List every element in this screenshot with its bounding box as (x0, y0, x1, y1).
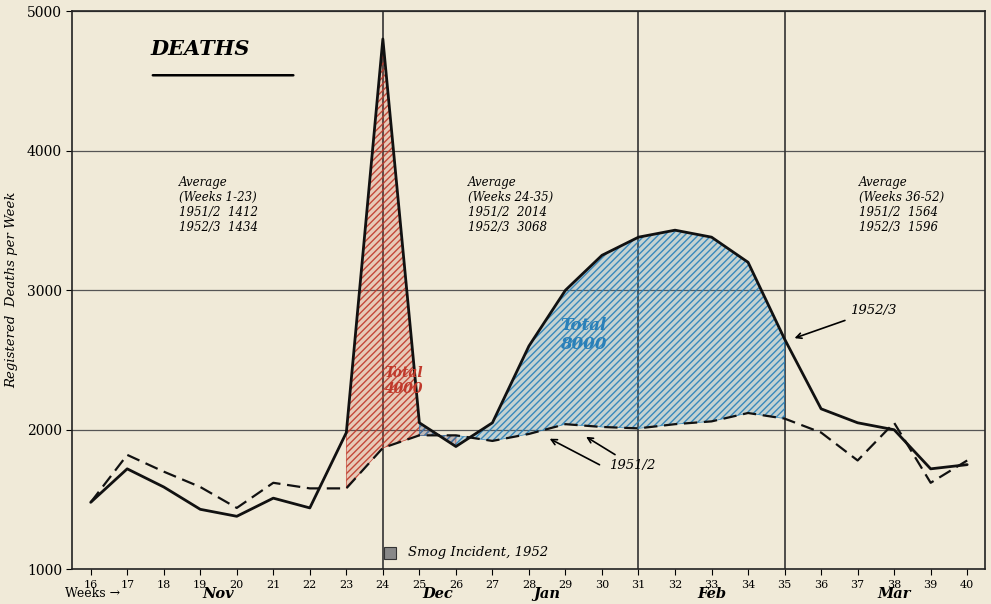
Text: Average
(Weeks 36-52)
1951/2  1564
1952/3  1596: Average (Weeks 36-52) 1951/2 1564 1952/3… (859, 176, 944, 234)
Text: Dec: Dec (422, 588, 453, 602)
Text: Weeks →: Weeks → (65, 588, 120, 600)
Text: DEATHS: DEATHS (150, 39, 250, 59)
Text: Total
4000: Total 4000 (385, 366, 423, 396)
Text: 1951/2: 1951/2 (588, 438, 656, 472)
Text: Average
(Weeks 24-35)
1951/2  2014
1952/3  3068: Average (Weeks 24-35) 1951/2 2014 1952/3… (468, 176, 553, 234)
Text: 1952/3: 1952/3 (796, 304, 897, 338)
Y-axis label: Registered  Deaths per Week: Registered Deaths per Week (6, 192, 19, 388)
Text: Total
8000: Total 8000 (561, 316, 606, 353)
Text: Smog Incident, 1952: Smog Incident, 1952 (408, 546, 549, 559)
Text: Nov: Nov (203, 588, 234, 602)
Text: Average
(Weeks 1-23)
1951/2  1412
1952/3  1434: Average (Weeks 1-23) 1951/2 1412 1952/3 … (179, 176, 258, 234)
Text: Mar: Mar (877, 588, 911, 602)
Text: Jan: Jan (534, 588, 561, 602)
Text: Feb: Feb (697, 588, 726, 602)
